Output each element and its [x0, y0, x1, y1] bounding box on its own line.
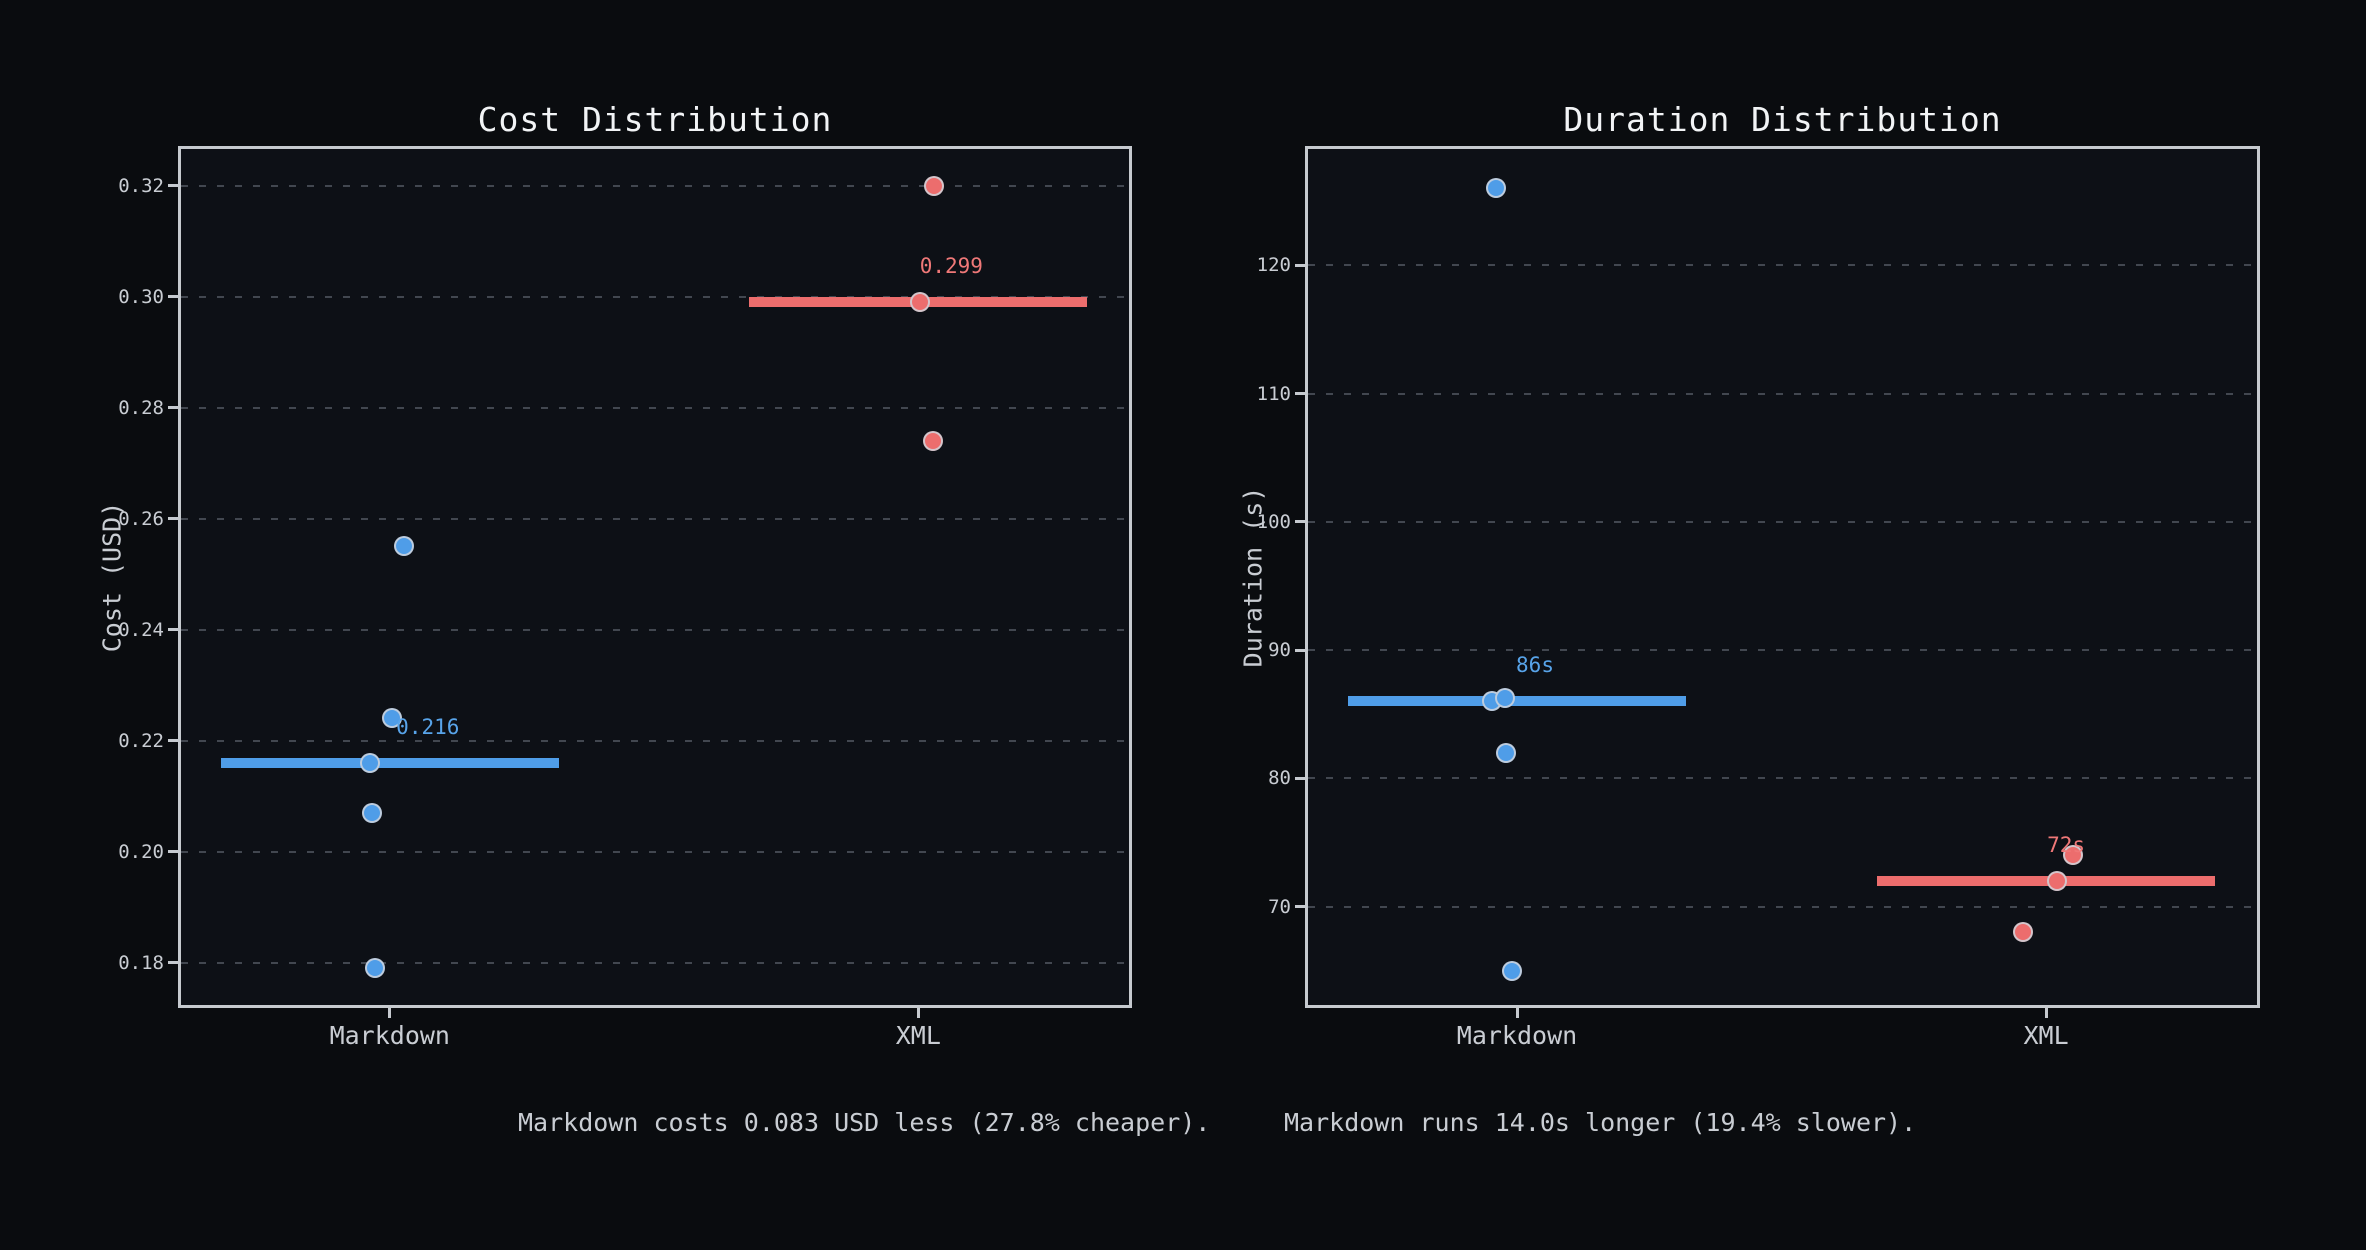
y-tick-label: 120 — [1256, 254, 1291, 277]
gridline — [181, 628, 1129, 631]
y-tick-label: 80 — [1268, 767, 1291, 790]
y-tick-mark — [168, 961, 178, 964]
x-tick-label: XML — [895, 1021, 941, 1050]
data-point — [1496, 742, 1516, 763]
data-point — [924, 175, 945, 196]
data-point — [364, 958, 385, 979]
y-tick-label: 0.32 — [118, 174, 164, 197]
data-point — [1486, 178, 1506, 199]
y-tick-mark — [1295, 776, 1305, 780]
median-value-label: 86s — [1516, 653, 1554, 678]
x-tick-label: Markdown — [329, 1021, 450, 1050]
y-tick-mark — [168, 517, 178, 521]
data-point — [923, 431, 944, 452]
median-value-label: 72s — [2047, 833, 2086, 857]
x-tick-mark — [1515, 1008, 1519, 1018]
duration-plot-area — [1305, 146, 2260, 1008]
median-line — [1348, 696, 1686, 707]
gridline — [1308, 777, 2257, 780]
data-point — [393, 536, 414, 557]
y-tick-label: 0.22 — [118, 729, 164, 752]
data-point — [2063, 845, 2084, 866]
y-tick-label: 110 — [1256, 382, 1291, 405]
caption-duration-summary: Markdown runs 14.0s longer (19.4% slower… — [1284, 1108, 1917, 1137]
data-point — [359, 752, 380, 773]
median-value-label: 0.299 — [919, 254, 983, 279]
y-tick-mark — [168, 184, 178, 188]
y-tick-mark — [1295, 263, 1305, 267]
y-tick-mark — [168, 295, 178, 299]
data-point — [1502, 960, 1522, 981]
median-value-label: 0.216 — [396, 714, 460, 739]
y-tick-label: 0.30 — [118, 285, 164, 308]
x-tick-label: Markdown — [1456, 1021, 1578, 1050]
y-tick-label: 0.20 — [118, 840, 164, 863]
gridline — [181, 961, 1129, 964]
y-tick-mark — [168, 739, 178, 743]
data-point — [1495, 687, 1515, 708]
y-tick-mark — [1295, 648, 1305, 652]
data-point — [2013, 922, 2034, 943]
chart-title-duration: Duration Distribution — [1563, 100, 2002, 139]
y-tick-label: 90 — [1268, 639, 1291, 662]
y-tick-mark — [168, 628, 178, 632]
y-tick-label: 0.26 — [118, 507, 164, 530]
x-tick-mark — [2044, 1008, 2048, 1018]
gridline — [181, 850, 1129, 853]
gridline — [181, 739, 1129, 742]
y-tick-mark — [1295, 392, 1305, 396]
y-tick-mark — [1295, 520, 1305, 524]
y-tick-mark — [168, 850, 178, 854]
chart-title-cost: Cost Distribution — [477, 100, 833, 139]
gridline — [1308, 520, 2257, 523]
gridline — [1308, 392, 2257, 395]
gridline — [181, 406, 1129, 409]
y-tick-label: 70 — [1268, 895, 1291, 918]
gridline — [181, 184, 1129, 187]
y-tick-label: 0.18 — [118, 951, 164, 974]
x-tick-mark — [916, 1008, 920, 1018]
data-point — [2047, 871, 2068, 891]
y-tick-label: 0.24 — [118, 618, 164, 641]
y-tick-mark — [168, 406, 178, 410]
median-line — [1877, 876, 2216, 886]
caption-cost-summary: Markdown costs 0.083 USD less (27.8% che… — [518, 1108, 1211, 1137]
data-point — [910, 292, 931, 313]
y-tick-mark — [1295, 905, 1305, 909]
x-tick-label: XML — [2023, 1021, 2069, 1050]
data-point — [381, 708, 402, 729]
gridline — [1308, 264, 2257, 267]
gridline — [181, 295, 1129, 298]
y-tick-label: 100 — [1256, 510, 1291, 533]
y-tick-label: 0.28 — [118, 396, 164, 419]
cost-plot-area — [178, 146, 1132, 1008]
data-point — [361, 802, 382, 823]
median-line — [220, 757, 559, 768]
gridline — [1308, 649, 2257, 652]
gridline — [1308, 905, 2257, 908]
gridline — [181, 517, 1129, 520]
x-tick-mark — [388, 1008, 392, 1018]
